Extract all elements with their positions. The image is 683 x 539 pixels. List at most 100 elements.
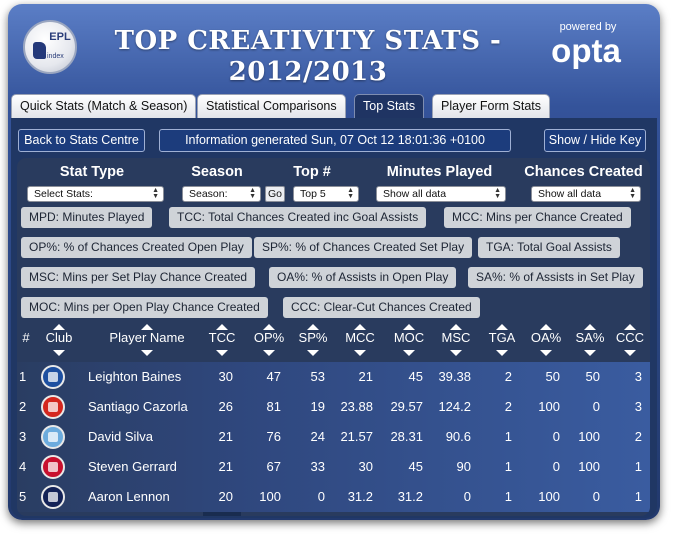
sp-cell: 33 xyxy=(310,459,325,474)
key-oa: OA%: % of Assists in Open Play xyxy=(269,267,457,288)
col-header-club[interactable]: Club xyxy=(45,330,73,345)
crest-detail-icon xyxy=(48,432,58,442)
tab-player-form-stats[interactable]: Player Form Stats xyxy=(432,94,551,118)
crest-detail-icon xyxy=(48,462,58,472)
msc-cell: 124.2 xyxy=(438,399,471,414)
select-arrows-icon: ▲ ▼ xyxy=(347,187,354,200)
moc-cell: 45 xyxy=(408,459,423,474)
club-crest-icon xyxy=(41,425,65,449)
col-header-ccc[interactable]: CCC xyxy=(615,330,645,345)
sort-up-icon[interactable] xyxy=(584,324,596,330)
mcc-cell: 31.2 xyxy=(347,489,373,504)
sort-down-icon[interactable] xyxy=(307,350,319,356)
go-button[interactable]: Go xyxy=(265,186,285,202)
table-row[interactable]: 3 David Silva 21 76 24 21.57 28.31 90.6 1 0 100 2 xyxy=(17,422,650,452)
club-crest-icon xyxy=(41,455,65,479)
tab-top-stats[interactable]: Top Stats xyxy=(354,94,425,119)
club-crest-icon xyxy=(41,395,65,419)
sort-up-icon[interactable] xyxy=(496,324,508,330)
sort-down-icon[interactable] xyxy=(450,350,462,356)
col-header-tcc[interactable]: TCC xyxy=(208,330,236,345)
ccc-cell: 3 xyxy=(634,369,642,384)
sort-up-icon[interactable] xyxy=(263,324,275,330)
sort-up-icon[interactable] xyxy=(216,324,228,330)
season-value: Season: xyxy=(189,188,228,200)
sort-up-icon[interactable] xyxy=(354,324,366,330)
col-header-sa[interactable]: SA% xyxy=(575,330,605,345)
info-generated-banner: Information generated Sun, 07 Oct 12 18:… xyxy=(159,129,511,152)
title-line-1: TOP CREATIVITY STATS - xyxy=(114,26,502,56)
rank-cell: 5 xyxy=(19,489,27,504)
key-op: OP%: % of Chances Created Open Play xyxy=(21,237,252,258)
msc-cell: 0 xyxy=(463,489,471,504)
club-crest-icon xyxy=(41,485,65,509)
tga-cell: 2 xyxy=(504,369,512,384)
player-name-cell: Leighton Baines xyxy=(88,369,182,384)
table-row[interactable]: 4 Steven Gerrard 21 67 33 30 45 90 1 0 100 1 xyxy=(17,452,650,482)
sort-down-icon[interactable] xyxy=(403,350,415,356)
chances-created-select[interactable]: Show all data ▲ ▼ xyxy=(531,186,641,202)
table-row[interactable]: 1 Leighton Baines 30 47 53 21 45 39.38 2 50 50 3 xyxy=(17,362,650,392)
sort-down-icon[interactable] xyxy=(263,350,275,356)
col-header-sp[interactable]: SP% xyxy=(298,330,328,345)
col-header-player[interactable]: Player Name xyxy=(109,330,185,345)
epl-index-logo[interactable]: EPL index xyxy=(23,20,77,74)
col-header-op[interactable]: OP% xyxy=(253,330,285,345)
rank-cell: 3 xyxy=(19,429,27,444)
season-select[interactable]: Season: ▲ ▼ xyxy=(182,186,261,202)
sort-down-icon[interactable] xyxy=(584,350,596,356)
sort-up-icon[interactable] xyxy=(141,324,153,330)
key-mcc: MCC: Mins per Chance Created xyxy=(444,207,631,228)
sort-down-icon[interactable] xyxy=(141,350,153,356)
ccc-cell: 2 xyxy=(634,429,642,444)
stat-type-label: Stat Type xyxy=(59,164,125,180)
select-arrows-icon: ▲ ▼ xyxy=(249,187,256,200)
col-header-oa[interactable]: OA% xyxy=(530,330,562,345)
sort-up-icon[interactable] xyxy=(307,324,319,330)
sort-down-icon[interactable] xyxy=(354,350,366,356)
tab-quick-stats[interactable]: Quick Stats (Match & Season) xyxy=(11,94,197,118)
oa-cell: 50 xyxy=(545,369,560,384)
crest-detail-icon xyxy=(48,372,58,382)
stat-type-select[interactable]: Select Stats: ▲ ▼ xyxy=(27,186,164,202)
tab-statistical-comparisons[interactable]: Statistical Comparisons xyxy=(197,94,346,118)
sort-up-icon[interactable] xyxy=(53,324,65,330)
sort-up-icon[interactable] xyxy=(403,324,415,330)
sort-down-icon[interactable] xyxy=(216,350,228,356)
key-sa: SA%: % of Assists in Set Play xyxy=(468,267,643,288)
col-header-msc[interactable]: MSC xyxy=(441,330,471,345)
tcc-cell: 20 xyxy=(218,489,233,504)
title-line-2: 2012/2013 xyxy=(228,57,388,87)
sort-up-icon[interactable] xyxy=(624,324,636,330)
table-row[interactable]: 5 Aaron Lennon 20 100 0 31.2 31.2 0 1 100 0 1 xyxy=(17,482,650,512)
show-hide-key-button[interactable]: Show / Hide Key xyxy=(544,129,646,152)
sort-up-icon[interactable] xyxy=(450,324,462,330)
op-cell: 81 xyxy=(266,399,281,414)
col-header-moc[interactable]: MOC xyxy=(393,330,425,345)
minutes-played-select[interactable]: Show all data ▲ ▼ xyxy=(376,186,506,202)
tga-cell: 2 xyxy=(504,399,512,414)
top-number-value: Top 5 xyxy=(300,188,326,200)
table-row[interactable]: 2 Santiago Cazorla 26 81 19 23.88 29.57 124.2 2 1… xyxy=(17,392,650,422)
key-mpd: MPD: Minutes Played xyxy=(21,207,153,228)
sort-up-icon[interactable] xyxy=(540,324,552,330)
sp-cell: 24 xyxy=(310,429,325,444)
sa-cell: 0 xyxy=(592,399,600,414)
back-to-stats-centre-button[interactable]: Back to Stats Centre xyxy=(18,129,145,152)
tga-cell: 1 xyxy=(504,489,512,504)
sa-cell: 0 xyxy=(592,489,600,504)
sort-down-icon[interactable] xyxy=(53,350,65,356)
col-header-mcc[interactable]: MCC xyxy=(345,330,375,345)
sort-down-icon[interactable] xyxy=(624,350,636,356)
top-number-select[interactable]: Top 5 ▲ ▼ xyxy=(293,186,359,202)
col-header-rank: # xyxy=(22,330,30,345)
player-name-cell: Santiago Cazorla xyxy=(88,399,188,414)
logo-subtext: index xyxy=(47,53,64,60)
col-header-tga[interactable]: TGA xyxy=(488,330,516,345)
select-arrows-icon: ▲ ▼ xyxy=(152,187,159,200)
sort-down-icon[interactable] xyxy=(540,350,552,356)
tga-cell: 1 xyxy=(504,459,512,474)
sort-down-icon[interactable] xyxy=(496,350,508,356)
key-ccc: CCC: Clear-Cut Chances Created xyxy=(283,297,480,318)
op-cell: 67 xyxy=(266,459,281,474)
